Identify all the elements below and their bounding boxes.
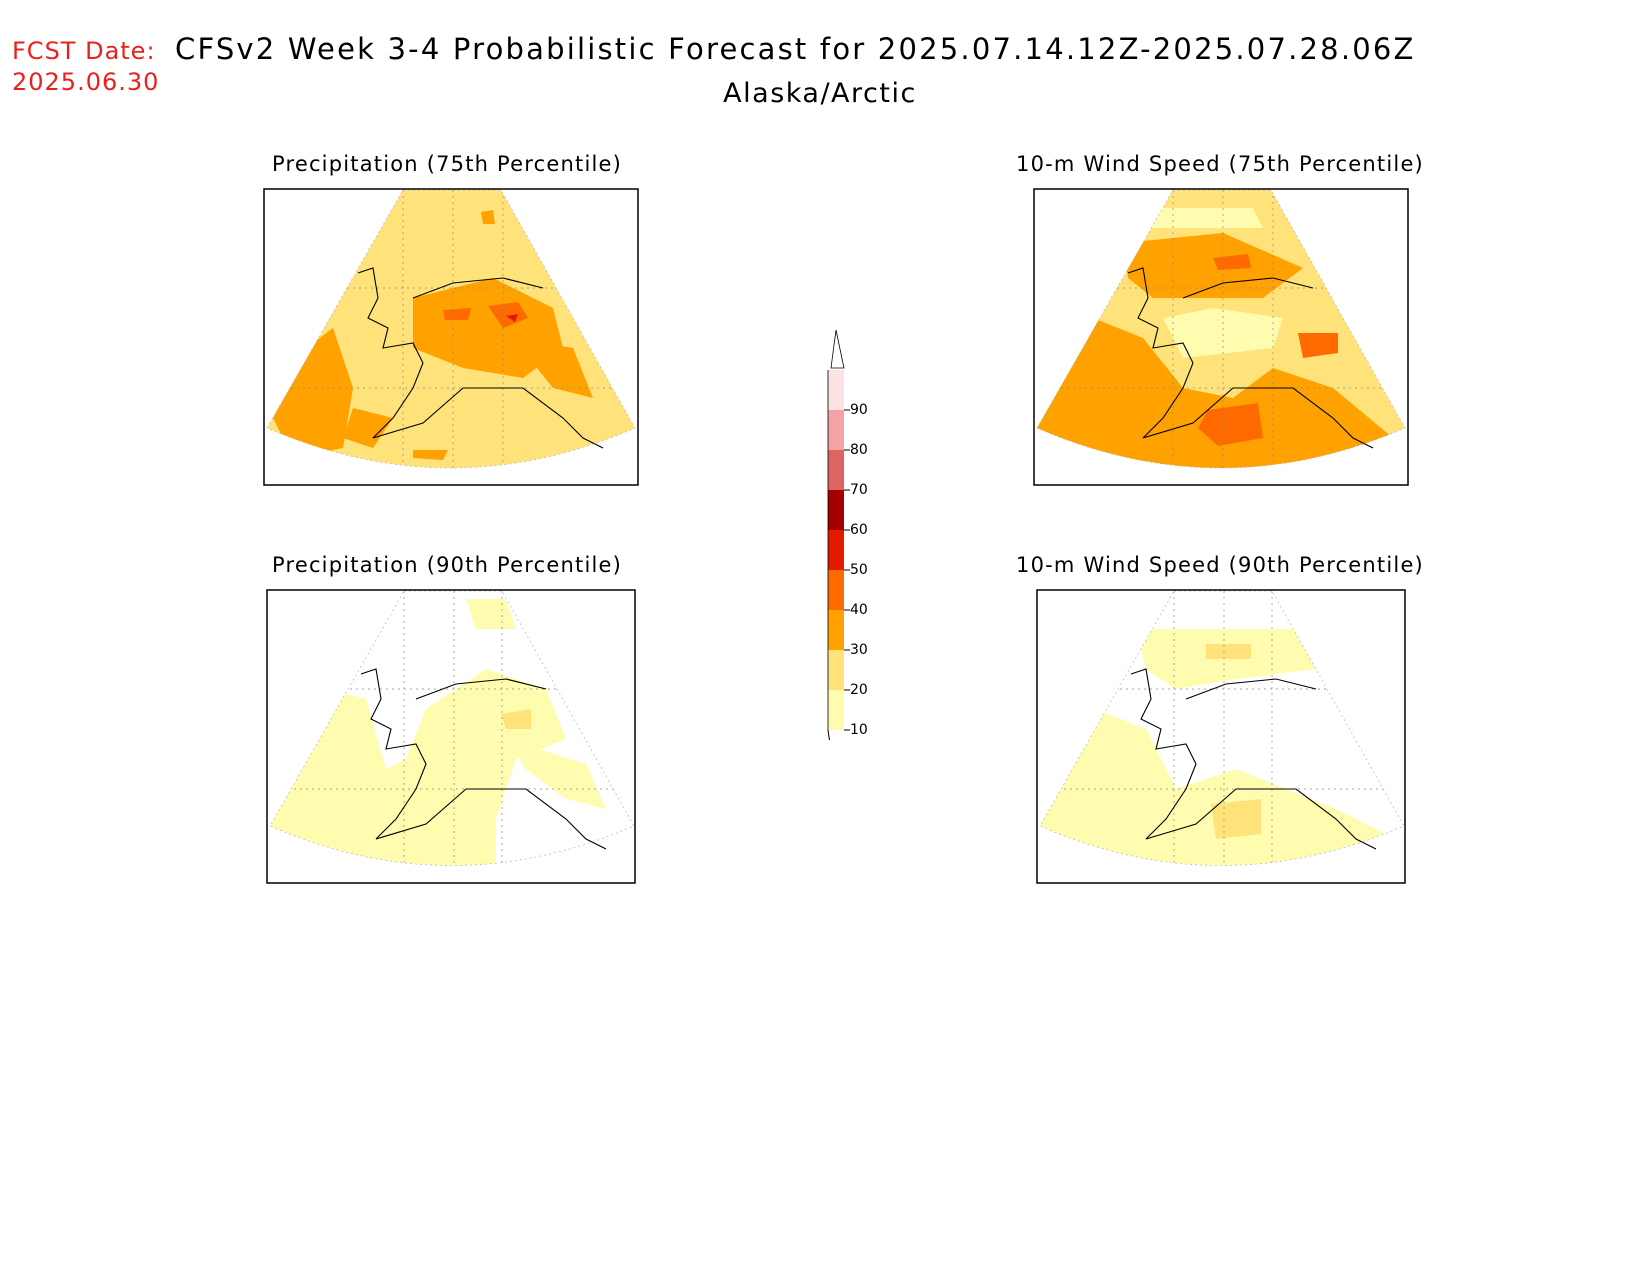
legend-swatch-10 bbox=[828, 690, 844, 730]
legend-label-10: 10 bbox=[850, 722, 868, 738]
legend-bar bbox=[827, 330, 850, 740]
forecast-date-label: FCST Date: bbox=[12, 37, 156, 65]
legend-swatch-90 bbox=[828, 370, 844, 410]
legend-bottom-arrow bbox=[827, 729, 830, 740]
legend-label-90: 90 bbox=[850, 402, 868, 418]
panel-title-precip-90: Precipitation (90th Percentile) bbox=[271, 553, 623, 577]
legend-swatch-60 bbox=[828, 490, 844, 530]
legend-label-20: 20 bbox=[850, 682, 868, 698]
legend-swatch-30 bbox=[828, 610, 844, 650]
panel-title-wind-75: 10-m Wind Speed (75th Percentile) bbox=[1016, 152, 1424, 176]
legend-swatch-80 bbox=[828, 410, 844, 450]
map-precip-75 bbox=[263, 188, 639, 486]
region-subtitle: Alaska/Arctic bbox=[723, 78, 917, 109]
legend-label-40: 40 bbox=[850, 602, 868, 618]
legend-label-50: 50 bbox=[850, 562, 868, 578]
legend-swatch-70 bbox=[828, 450, 844, 490]
panel-title-wind-90: 10-m Wind Speed (90th Percentile) bbox=[1016, 553, 1424, 577]
map-precip-90 bbox=[266, 589, 636, 884]
legend-swatch-50 bbox=[828, 530, 844, 570]
legend-top-arrow bbox=[830, 330, 845, 369]
page-title: CFSv2 Week 3-4 Probabilistic Forecast fo… bbox=[175, 32, 1416, 66]
legend-label-80: 80 bbox=[850, 442, 868, 458]
legend-swatch-20 bbox=[828, 650, 844, 690]
legend-label-30: 30 bbox=[850, 642, 868, 658]
map-wind-90 bbox=[1036, 589, 1406, 884]
legend-label-70: 70 bbox=[850, 482, 868, 498]
legend-label-60: 60 bbox=[850, 522, 868, 538]
forecast-date-block: FCST Date: 2025.06.30 bbox=[12, 36, 159, 98]
legend-swatch-40 bbox=[828, 570, 844, 610]
panel-title-precip-75: Precipitation (75th Percentile) bbox=[271, 152, 623, 176]
forecast-date-value: 2025.06.30 bbox=[12, 68, 160, 96]
map-wind-75 bbox=[1033, 188, 1409, 486]
